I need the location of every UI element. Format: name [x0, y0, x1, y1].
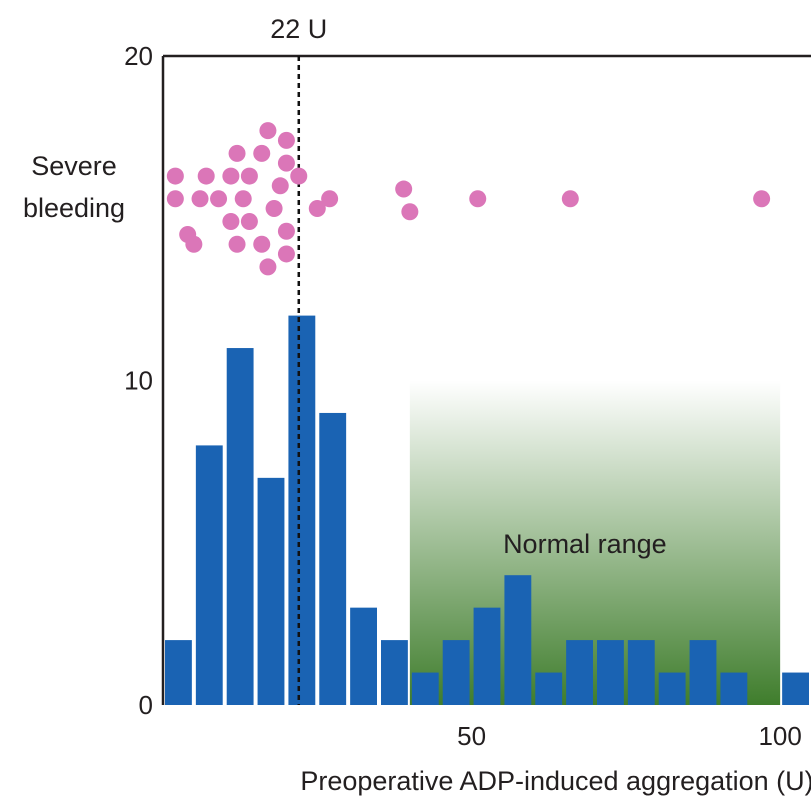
chart-text: 0 10 20 50 100 Preoperative ADP-induced aggre…: [23, 14, 811, 796]
severe-bleeding-point: [253, 144, 271, 162]
histogram-bar: [411, 672, 439, 705]
histogram-bar: [226, 348, 254, 705]
y-tick-label: 10: [124, 366, 153, 396]
y-tick-label: 20: [124, 41, 153, 71]
severe-bleeding-point: [259, 122, 277, 140]
severe-bleeding-point: [277, 154, 295, 172]
severe-bleeding-point: [308, 200, 326, 218]
histogram-bar: [442, 640, 470, 705]
severe-bleeding-point: [228, 235, 246, 253]
severe-bleeding-point: [469, 190, 487, 208]
severe-bleeding-point: [753, 190, 771, 208]
severe-bleeding-point: [395, 180, 413, 198]
histogram-bar: [535, 672, 563, 705]
histogram-bar: [658, 672, 686, 705]
severe-bleeding-point: [271, 177, 289, 195]
histogram-bar: [350, 607, 377, 705]
severe-bleeding-point: [321, 190, 339, 208]
histogram-bar: [288, 315, 316, 705]
severe-bleeding-point: [253, 235, 271, 253]
severe-bleeding-point: [166, 190, 184, 208]
severe-bleeding-point: [234, 190, 252, 208]
severe-bleeding-point: [197, 167, 215, 185]
severe-bleeding-point: [401, 203, 419, 221]
severe-bleeding-points: [166, 122, 771, 276]
x-tick-label: 50: [457, 721, 486, 751]
histogram-bar: [689, 640, 717, 705]
histogram-bar: [627, 640, 655, 705]
histogram-bars: [165, 315, 809, 705]
histogram-bar: [782, 672, 809, 705]
severe-bleeding-point: [240, 167, 258, 185]
severe-bleeding-point: [228, 144, 246, 162]
severe-bleeding-point: [240, 212, 258, 230]
histogram-bar: [195, 445, 223, 705]
histogram-bar: [473, 607, 501, 705]
x-axis-label: Preoperative ADP-induced aggregation (U): [300, 766, 811, 796]
histogram-bar: [504, 575, 532, 705]
severe-bleeding-point: [561, 190, 579, 208]
severe-bleeding-point: [265, 200, 283, 218]
histogram-bar: [165, 640, 192, 705]
histogram-bar: [566, 640, 593, 705]
severe-bleeding-label-line2: bleeding: [23, 193, 125, 223]
histogram-bar: [720, 672, 748, 705]
severe-bleeding-point: [277, 131, 295, 149]
histogram-bar: [381, 640, 408, 705]
normal-range-shade: [409, 380, 781, 705]
severe-bleeding-point: [277, 222, 295, 240]
histogram-bar: [319, 412, 347, 705]
normal-range-area: [409, 380, 781, 705]
axes: [161, 54, 811, 705]
severe-bleeding-point: [191, 190, 209, 208]
severe-bleeding-point: [222, 212, 240, 230]
normal-range-label: Normal range: [503, 529, 667, 559]
cutoff-label: 22 U: [270, 14, 327, 44]
severe-bleeding-label-line1: Severe: [31, 151, 117, 181]
severe-bleeding-point: [259, 258, 277, 276]
severe-bleeding-point: [185, 235, 203, 253]
severe-bleeding-point: [290, 167, 308, 185]
histogram-bar: [257, 477, 285, 705]
histogram-bar: [597, 640, 624, 705]
severe-bleeding-point: [222, 167, 240, 185]
severe-bleeding-point: [277, 245, 295, 263]
severe-bleeding-point: [166, 167, 184, 185]
x-tick-label: 100: [758, 721, 801, 751]
y-tick-label: 0: [139, 690, 153, 720]
severe-bleeding-point: [210, 190, 228, 208]
